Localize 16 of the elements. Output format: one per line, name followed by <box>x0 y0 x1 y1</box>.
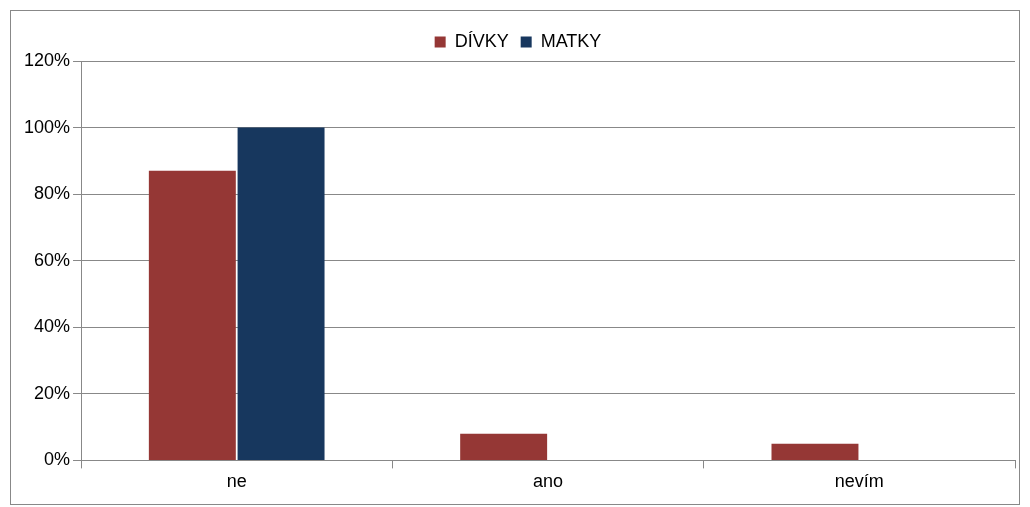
y-tick-label: 20% <box>34 382 71 403</box>
x-tick-label: ne <box>226 471 247 492</box>
bar <box>148 170 236 460</box>
x-tick-label: ano <box>533 471 564 492</box>
legend-label: MATKY <box>540 30 602 51</box>
y-tick-label: 60% <box>34 249 71 270</box>
y-tick-label: 120% <box>23 49 71 70</box>
bar <box>460 433 548 460</box>
bar <box>237 127 325 460</box>
bar <box>771 443 859 460</box>
y-tick-label: 80% <box>34 183 71 204</box>
legend-label: DÍVKY <box>454 30 509 51</box>
y-tick-label: 40% <box>34 316 71 337</box>
y-tick-label: 100% <box>23 116 71 137</box>
x-tick-label: nevím <box>834 471 884 492</box>
y-tick-label: 0% <box>44 449 71 470</box>
